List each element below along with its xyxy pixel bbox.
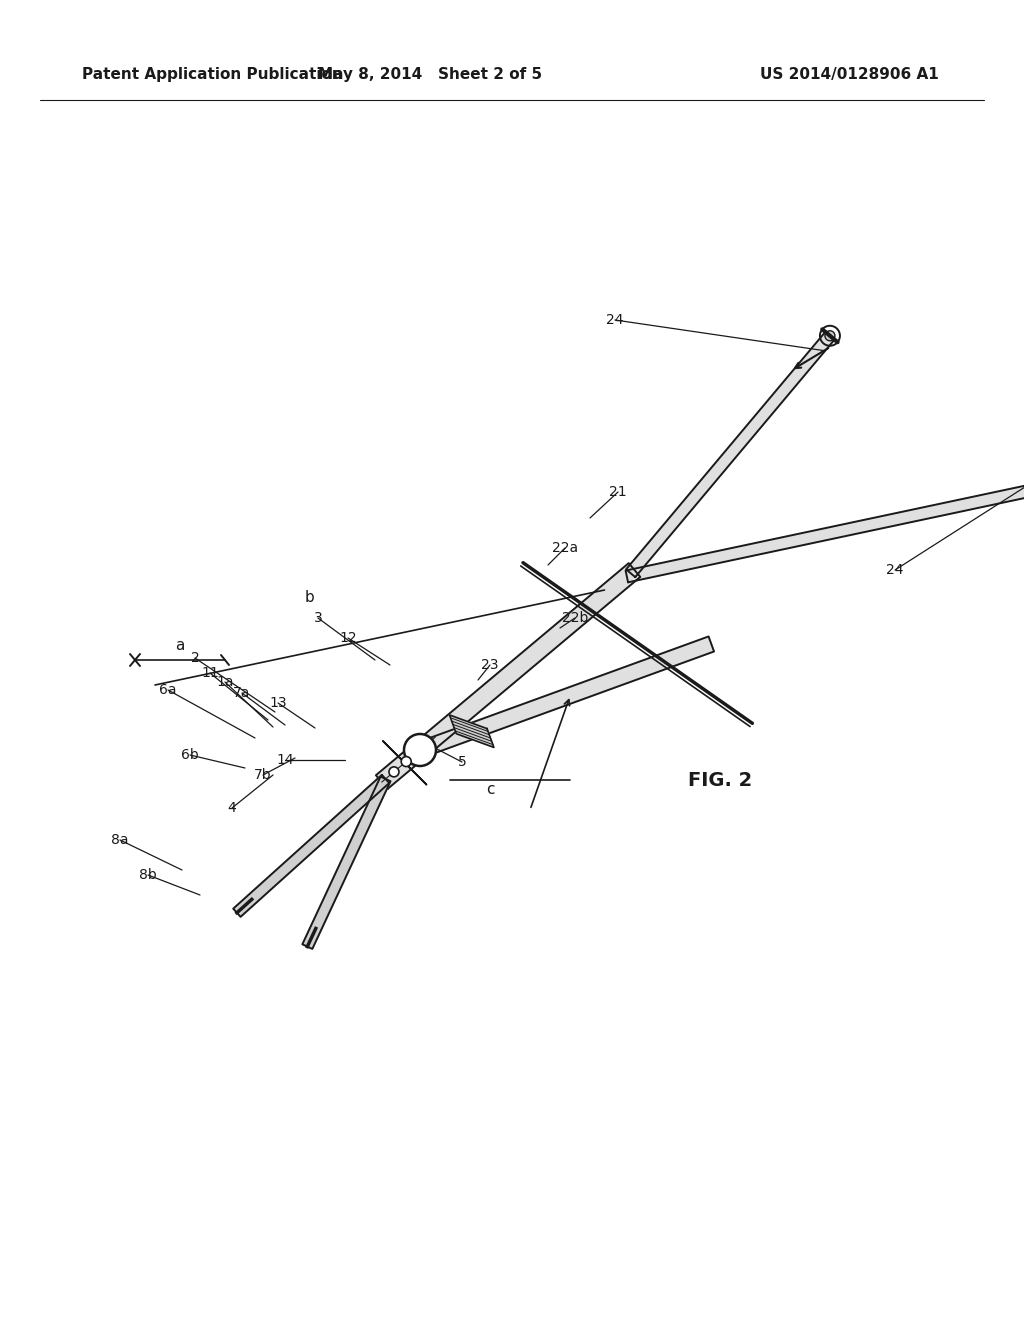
Text: FIG. 2: FIG. 2 [688, 771, 752, 789]
Polygon shape [450, 715, 494, 747]
Polygon shape [626, 482, 1024, 582]
Polygon shape [233, 775, 389, 917]
Text: 14: 14 [276, 752, 294, 767]
Text: 8b: 8b [139, 869, 157, 882]
Circle shape [404, 734, 436, 766]
Polygon shape [417, 636, 714, 758]
Text: 23: 23 [481, 657, 499, 672]
Polygon shape [376, 564, 640, 789]
Text: b: b [305, 590, 314, 606]
Text: Patent Application Publication: Patent Application Publication [82, 67, 343, 82]
Text: 1a: 1a [216, 675, 233, 689]
Text: 6b: 6b [181, 748, 199, 762]
Polygon shape [626, 331, 835, 577]
Circle shape [401, 756, 412, 767]
Text: 8a: 8a [112, 833, 129, 847]
Text: 24: 24 [886, 564, 904, 577]
Text: 21: 21 [609, 484, 627, 499]
Text: 5: 5 [458, 755, 466, 770]
Text: 6a: 6a [160, 682, 177, 697]
Text: 11: 11 [201, 667, 219, 680]
Polygon shape [383, 741, 427, 785]
Text: 4: 4 [227, 801, 237, 814]
Text: 13: 13 [269, 696, 287, 710]
Text: May 8, 2014   Sheet 2 of 5: May 8, 2014 Sheet 2 of 5 [317, 67, 542, 82]
Text: 12: 12 [339, 631, 356, 645]
Text: c: c [485, 783, 495, 797]
Text: 7b: 7b [254, 768, 271, 781]
Text: 3: 3 [313, 611, 323, 624]
Text: 24: 24 [606, 313, 624, 327]
Text: US 2014/0128906 A1: US 2014/0128906 A1 [760, 67, 939, 82]
Text: 22b: 22b [562, 611, 588, 624]
Text: a: a [175, 638, 184, 652]
Text: 2: 2 [190, 651, 200, 665]
Text: 22a: 22a [552, 541, 579, 554]
Polygon shape [302, 776, 390, 949]
Text: 7a: 7a [233, 686, 251, 700]
Circle shape [389, 767, 399, 777]
Circle shape [825, 331, 835, 341]
